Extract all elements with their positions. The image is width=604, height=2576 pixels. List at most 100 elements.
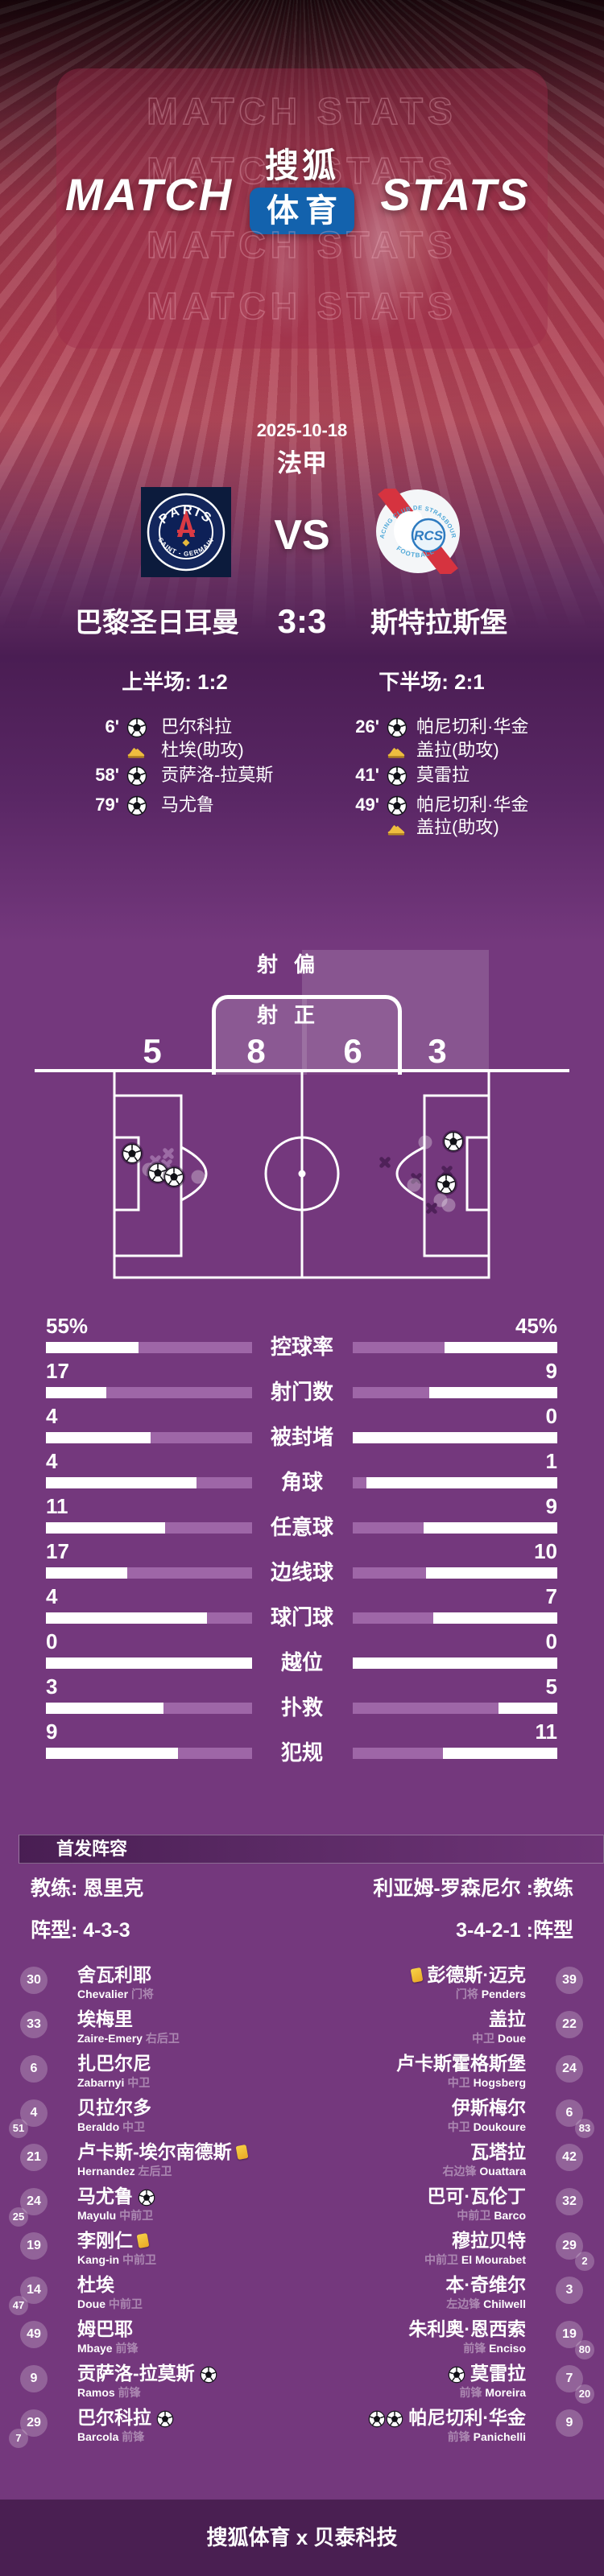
home-stat-bar — [46, 1522, 252, 1534]
soccer-ball-icon — [138, 2189, 155, 2207]
left-penalty-arc — [180, 1146, 208, 1202]
player-number-bubble: 32 — [556, 2188, 583, 2215]
away-stat-value: 10 — [534, 1539, 557, 1563]
player-number-bubble: 24 — [556, 2055, 583, 2083]
player-name-en: Chevalier 门将 — [77, 1988, 154, 2000]
player-name-en: 中卫 Doukoure — [447, 2120, 526, 2133]
player-position: 门将 — [455, 1988, 478, 2000]
stat-row: 17 9 射门数 — [0, 1358, 604, 1404]
player-name-en: 前锋 Moreira — [459, 2386, 526, 2399]
assist-boot-icon — [387, 747, 405, 758]
event-player: 马尤鲁 — [161, 795, 215, 815]
event-player: 帕尼切利·华金 — [416, 716, 529, 737]
sohu-sports-logo-badge: 体育 — [250, 188, 354, 234]
away-stat-bar — [353, 1432, 557, 1443]
stat-label: 球门球 — [270, 1605, 333, 1629]
player-name-cn: 帕尼切利·华金 — [368, 2405, 526, 2429]
stats-title-word: STATS — [380, 169, 530, 220]
player-name-cn: 彭德斯·迈克 — [410, 1963, 526, 1987]
player-number-bubble: 49 — [20, 2321, 48, 2348]
away-player-row: 莫雷拉 前锋 Moreira 7 20 — [0, 2361, 604, 2405]
home-stat-value: 17 — [46, 1539, 69, 1563]
away-shots-on-target-count: 6 — [343, 1032, 362, 1070]
player-name-cn: 李刚仁 — [77, 2228, 150, 2252]
stat-row: 0 0 越位 — [0, 1629, 604, 1674]
player-number-bubble: 29 — [556, 2232, 583, 2260]
event-icon — [126, 765, 147, 786]
home-stat-value: 4 — [46, 1404, 58, 1428]
soccer-ball-icon — [126, 795, 147, 816]
home-player-row: 19 李刚仁 Kang-in 中前卫 — [0, 2228, 604, 2273]
home-player-row: 24 25 马尤鲁 Mayulu 中前卫 — [0, 2184, 604, 2228]
substitute-number-bubble: 83 — [575, 2119, 594, 2138]
player-name-en: 中前卫 El Mourabet — [424, 2253, 526, 2266]
away-on-target-zone — [307, 999, 398, 1075]
away-stat-value: 5 — [545, 1674, 557, 1699]
away-player-row: 朱利奥·恩西索 前锋 Enciso 19 80 — [0, 2317, 604, 2361]
home-player-row: 33 埃梅里 Zaire-Emery 右后卫 — [0, 2007, 604, 2051]
player-number-bubble: 6 — [556, 2099, 583, 2127]
player-name-en: Mayulu 中前卫 — [77, 2209, 154, 2222]
player-number-bubble: 30 — [20, 1967, 48, 1994]
home-stat-bar — [46, 1612, 252, 1624]
stat-label: 扑救 — [280, 1695, 323, 1719]
saved-shot-marker — [191, 1170, 205, 1184]
soccer-ball-icon — [126, 717, 147, 738]
goal-event-row: 6' 巴尔科拉 — [0, 715, 604, 739]
player-number-bubble: 9 — [20, 2365, 48, 2392]
home-stat-bar — [46, 1567, 252, 1579]
substitute-number-bubble: 25 — [9, 2207, 28, 2227]
away-player-row: 帕尼切利·华金 前锋 Panichelli 9 — [0, 2405, 604, 2450]
home-team-badge: PARIS SAINT - GERMAIN — [141, 487, 231, 577]
home-player-row: 49 姆巴耶 Mbaye 前锋 — [0, 2317, 604, 2361]
player-number-bubble: 29 — [20, 2409, 48, 2437]
player-name-cn: 朱利奥·恩西索 — [408, 2318, 526, 2339]
away-stat-value: 9 — [545, 1359, 557, 1383]
player-position: 中卫 — [447, 2076, 470, 2089]
stat-row: 9 11 犯规 — [0, 1719, 604, 1765]
event-minute: 6' — [105, 716, 119, 737]
player-position: 中前卫 — [108, 2297, 143, 2310]
player-position: 前锋 — [447, 2430, 470, 2443]
substitute-number-bubble: 20 — [575, 2384, 594, 2404]
away-stat-bar — [353, 1477, 557, 1488]
home-stat-value: 4 — [46, 1449, 58, 1473]
goal-event-row: 49' 帕尼切利·华金 — [0, 793, 604, 817]
player-name-cn: 巴可·瓦伦丁 — [427, 2186, 526, 2207]
event-icon — [387, 817, 407, 838]
saved-shot-marker — [441, 1198, 456, 1212]
player-name-en: Mbaye 前锋 — [77, 2342, 139, 2355]
away-stat-bar — [353, 1703, 557, 1714]
home-stat-value: 0 — [46, 1629, 58, 1653]
player-name-cn: 卢卡斯霍格斯堡 — [396, 2053, 526, 2074]
assist-boot-icon — [127, 747, 145, 758]
goal-frame — [212, 995, 402, 1075]
player-number-bubble: 21 — [20, 2144, 48, 2171]
player-position: 左后卫 — [138, 2165, 172, 2178]
stat-label: 越位 — [280, 1650, 323, 1674]
soccer-ball-marker — [147, 1162, 169, 1184]
soccer-ball-marker — [435, 1173, 457, 1195]
second-half-score: 下半场: 2:1 — [379, 670, 485, 694]
shots-on-target-label: 射正 — [256, 1003, 331, 1027]
yellow-card-icon — [410, 1967, 424, 1983]
player-name-en: Ramos 前锋 — [77, 2386, 141, 2399]
event-minute: 26' — [355, 716, 379, 737]
player-name-cn: 姆巴耶 — [77, 2318, 133, 2339]
player-name-cn: 杜埃 — [77, 2274, 114, 2295]
watermark-text: MATCH STATS — [147, 149, 457, 192]
home-coach-label: 教练: 恩里克 — [31, 1877, 144, 1900]
missed-shot-x-marker — [379, 1157, 391, 1168]
away-player-row: 瓦塔拉 右边锋 Ouattara 42 — [0, 2140, 604, 2184]
event-player: 杜埃(助攻) — [161, 740, 244, 760]
player-number-bubble: 33 — [20, 2011, 48, 2038]
home-stat-bar — [46, 1342, 252, 1353]
home-stat-bar — [46, 1432, 252, 1443]
player-number-bubble: 39 — [556, 1967, 583, 1994]
watermark-text: MATCH STATS — [147, 223, 457, 266]
player-position: 中前卫 — [122, 2253, 156, 2266]
player-name-cn: 马尤鲁 — [77, 2184, 155, 2208]
player-name-en: Doue 中前卫 — [77, 2297, 143, 2310]
player-position: 中前卫 — [424, 2253, 458, 2266]
